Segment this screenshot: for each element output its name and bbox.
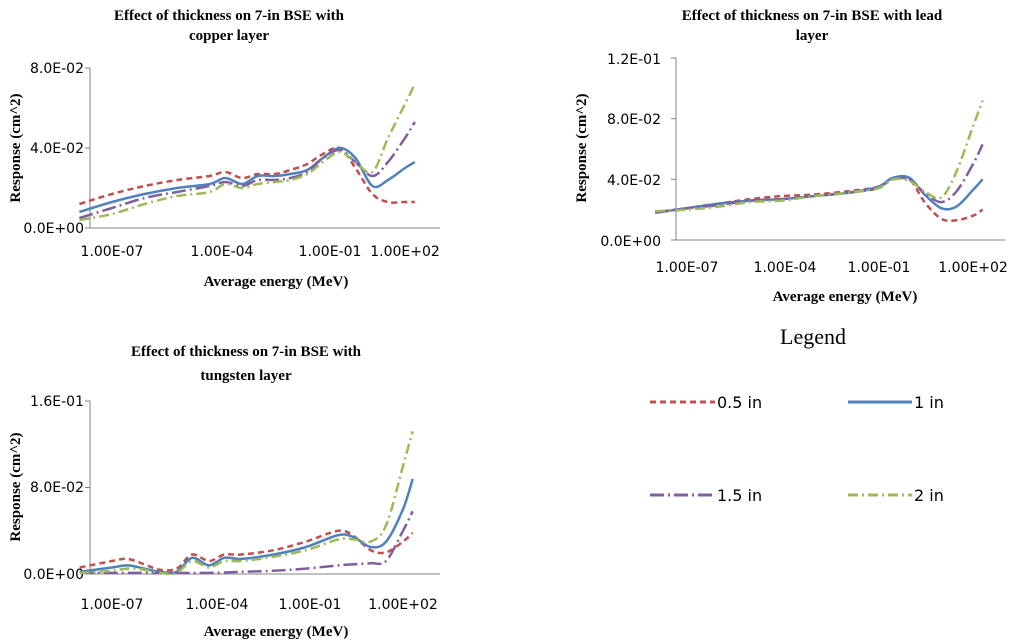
legend-label-1-5-in: 1.5 in bbox=[717, 486, 762, 505]
chart-lead-title-line2: layer bbox=[796, 28, 829, 44]
chart-lead-ytick: 8.0E-02 bbox=[607, 112, 661, 128]
chart-copper-xticks: 1.00E-07 1.00E-04 1.00E-01 1.00E+02 bbox=[81, 244, 440, 260]
chart-lead-ylabel: Response (cm^2) bbox=[574, 93, 590, 202]
chart-tungsten-ticks-marks bbox=[85, 400, 90, 575]
chart-tungsten-ytick: 1.6E-01 bbox=[30, 394, 84, 410]
chart-tungsten-ylabel: Response (cm^2) bbox=[8, 432, 24, 541]
series-line-2-in bbox=[79, 83, 416, 222]
series-line-1-in bbox=[79, 146, 416, 214]
chart-copper-title-line2: copper layer bbox=[189, 28, 269, 44]
series-line-1-5-in bbox=[79, 121, 416, 220]
chart-copper-xtick: 1.00E-01 bbox=[299, 244, 362, 260]
chart-lead-xtick: 1.00E+02 bbox=[938, 260, 1008, 276]
legend-item-0-5-in: 0.5 in bbox=[650, 393, 762, 412]
chart-lead-xtick: 1.00E-04 bbox=[754, 260, 817, 276]
chart-copper-xtick: 1.00E-04 bbox=[191, 244, 254, 260]
chart-copper-ytick: 4.0E-02 bbox=[30, 141, 84, 157]
chart-lead-xtick: 1.00E-07 bbox=[656, 260, 719, 276]
chart-copper-plot bbox=[79, 83, 416, 222]
chart-copper-xlabel: Average energy (MeV) bbox=[204, 274, 349, 290]
chart-tungsten-xticks: 1.00E-07 1.00E-04 1.00E-01 1.00E+02 bbox=[81, 597, 438, 613]
chart-copper-xtick: 1.00E+02 bbox=[370, 244, 440, 260]
chart-lead-xticks: 1.00E-07 1.00E-04 1.00E-01 1.00E+02 bbox=[656, 260, 1008, 276]
chart-copper-title-line1: Effect of thickness on 7-in BSE with bbox=[114, 8, 345, 24]
chart-lead-xtick: 1.00E-01 bbox=[848, 260, 911, 276]
series-line-0-5-in bbox=[79, 529, 414, 572]
chart-copper-yticks: 0.0E+00 4.0E-02 8.0E-02 bbox=[23, 61, 84, 237]
chart-lead-ticks-marks bbox=[671, 57, 676, 241]
series-line-0-5-in bbox=[79, 146, 415, 206]
chart-tungsten-xlabel: Average energy (MeV) bbox=[204, 624, 349, 640]
chart-lead-xlabel: Average energy (MeV) bbox=[773, 289, 918, 305]
chart-copper-ytick: 0.0E+00 bbox=[23, 221, 84, 237]
legend-item-2-in: 2 in bbox=[848, 486, 944, 505]
chart-tungsten-yticks: 0.0E+00 8.0E-02 1.6E-01 bbox=[23, 394, 84, 583]
series-line-2-in bbox=[655, 100, 984, 213]
legend-label-1-in: 1 in bbox=[914, 393, 944, 412]
chart-tungsten: Effect of thickness on 7-in BSE with tun… bbox=[8, 344, 440, 640]
chart-tungsten-title-line2: tungsten layer bbox=[200, 368, 292, 384]
chart-tungsten-ytick: 0.0E+00 bbox=[23, 567, 84, 583]
legend-label-2-in: 2 in bbox=[914, 486, 944, 505]
series-line-2-in bbox=[79, 430, 414, 576]
chart-tungsten-ytick: 8.0E-02 bbox=[30, 480, 84, 496]
series-line-1-in bbox=[655, 174, 984, 214]
chart-tungsten-xtick: 1.00E-04 bbox=[186, 597, 249, 613]
chart-tungsten-xtick: 1.00E-07 bbox=[81, 597, 144, 613]
legend-item-1-in: 1 in bbox=[848, 393, 944, 412]
chart-tungsten-title-line1: Effect of thickness on 7-in BSE with bbox=[131, 344, 362, 360]
legend-item-1-5-in: 1.5 in bbox=[650, 486, 762, 505]
legend-label-0-5-in: 0.5 in bbox=[717, 393, 762, 412]
chart-lead: Effect of thickness on 7-in BSE with lea… bbox=[574, 8, 1008, 305]
series-line-1-5-in bbox=[79, 510, 414, 575]
chart-tungsten-plot bbox=[79, 430, 414, 576]
chart-lead-yticks: 0.0E+00 4.0E-02 8.0E-02 1.2E-01 bbox=[600, 52, 661, 250]
chart-lead-ytick: 0.0E+00 bbox=[600, 234, 661, 250]
chart-lead-ytick: 1.2E-01 bbox=[607, 52, 661, 68]
legend: Legend 0.5 in 1 in 1.5 in 2 in bbox=[650, 324, 944, 505]
chart-tungsten-xtick: 1.00E-01 bbox=[279, 597, 342, 613]
chart-copper: Effect of thickness on 7-in BSE with cop… bbox=[8, 8, 440, 290]
chart-tungsten-xtick: 1.00E+02 bbox=[368, 597, 438, 613]
chart-copper-ylabel: Response (cm^2) bbox=[8, 93, 24, 202]
legend-title: Legend bbox=[780, 324, 846, 349]
chart-lead-title-line1: Effect of thickness on 7-in BSE with lea… bbox=[682, 8, 943, 24]
chart-copper-xtick: 1.00E-07 bbox=[81, 244, 144, 260]
chart-copper-ticks-marks bbox=[85, 67, 90, 229]
chart-lead-plot bbox=[655, 100, 984, 223]
chart-lead-ytick: 4.0E-02 bbox=[607, 173, 661, 189]
chart-copper-ytick: 8.0E-02 bbox=[30, 61, 84, 77]
